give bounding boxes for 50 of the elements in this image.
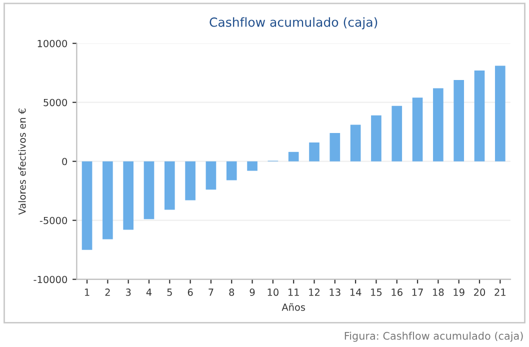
x-tick-label: 8 <box>229 288 234 296</box>
bar <box>82 161 92 250</box>
x-tick-label: 9 <box>250 288 255 296</box>
x-tick-label: 13 <box>330 288 340 296</box>
chart-title: Cashflow acumulado (caja) <box>210 17 378 30</box>
bar <box>123 161 134 230</box>
x-tick-label: 3 <box>126 288 131 296</box>
bar <box>392 106 402 162</box>
x-tick-label: 16 <box>392 288 402 296</box>
x-tick-label: 5 <box>167 288 172 296</box>
bar <box>185 161 196 200</box>
x-tick-label: 15 <box>371 288 382 296</box>
x-tick-label: 2 <box>105 288 110 296</box>
x-tick-label: 19 <box>454 288 464 296</box>
bar <box>454 80 464 162</box>
x-axis-title: Años <box>282 303 306 311</box>
x-tick-label: 6 <box>188 288 193 296</box>
x-tick-label: 11 <box>288 288 299 296</box>
bar <box>288 152 299 162</box>
bar <box>164 161 175 210</box>
x-tick-label: 4 <box>146 288 152 296</box>
y-tick-label: -5000 <box>40 216 68 224</box>
x-tick-label: 7 <box>208 288 214 296</box>
y-tick-label: -10000 <box>34 276 68 284</box>
bar <box>412 98 423 162</box>
x-tick-label: 20 <box>474 288 486 296</box>
bar <box>309 142 320 162</box>
y-tick-label: 5000 <box>44 98 68 106</box>
bar <box>350 124 361 162</box>
bar <box>474 70 485 162</box>
x-tick-label: 17 <box>412 288 423 296</box>
x-tick-label: 1 <box>85 288 90 296</box>
y-tick-label: 10000 <box>38 40 68 48</box>
text: Figura: Cashflow acumulado (caja) <box>344 332 523 342</box>
bar <box>102 161 113 240</box>
bar <box>433 88 444 162</box>
bar <box>144 161 154 220</box>
bar <box>494 66 506 162</box>
bar <box>247 161 258 171</box>
bar <box>206 161 216 190</box>
bar <box>371 115 382 162</box>
y-tick-label: 0 <box>62 158 68 166</box>
bar <box>330 133 340 162</box>
x-tick-label: 21 <box>494 288 506 296</box>
bar <box>226 161 237 180</box>
x-tick-label: 10 <box>268 288 278 296</box>
x-tick-label: 12 <box>309 288 320 296</box>
y-axis-title: Valores efectivos en € <box>18 108 26 215</box>
x-tick-label: 14 <box>350 288 362 296</box>
x-tick-label: 18 <box>433 288 444 296</box>
